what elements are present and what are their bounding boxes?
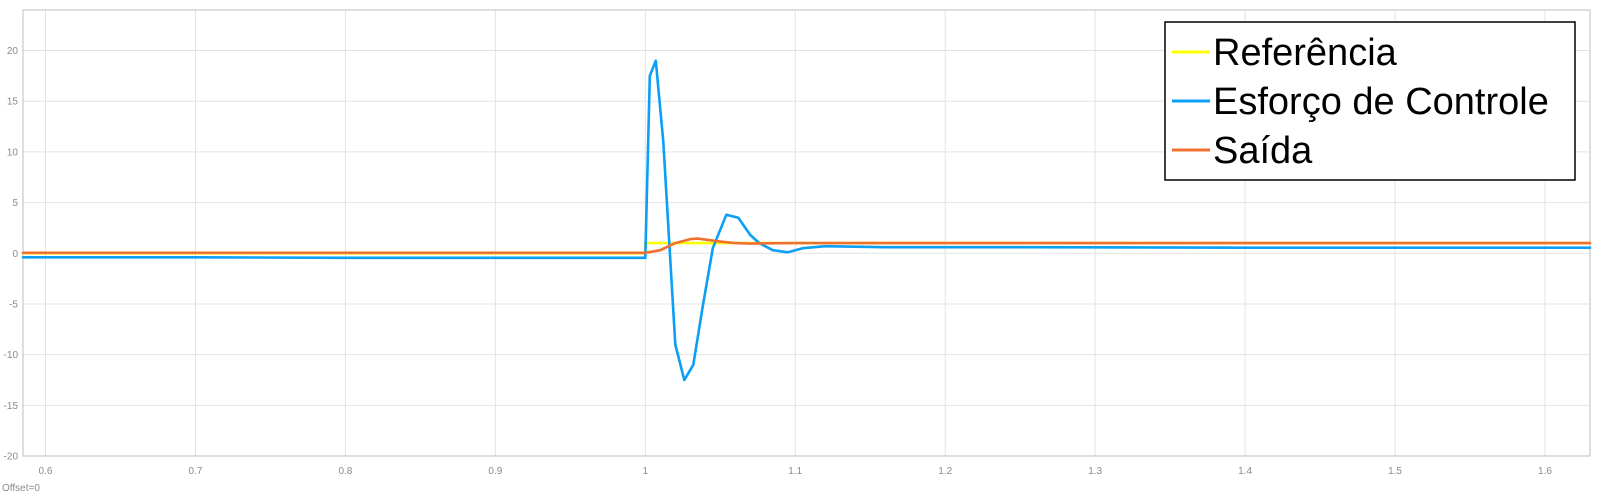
y-tick-label: 10 [7,147,19,158]
y-tick-label: -20 [4,452,19,463]
x-tick-label: 1.1 [788,466,802,477]
series-line-saida [21,237,1592,255]
series-line-esforco-de-controle [21,59,1592,382]
x-tick-label: 1 [643,466,649,477]
x-tick-label: 1.2 [938,466,952,477]
x-tick-label: 1.3 [1088,466,1102,477]
x-tick-label: 0.6 [39,466,53,477]
x-tick-label: 0.8 [338,466,352,477]
legend: Referência Esforço de Controle Saída [1164,21,1576,181]
x-tick-label: 1.4 [1238,466,1252,477]
y-tick-label: -5 [9,299,18,310]
y-tick-label: 5 [12,198,18,209]
y-tick-label: 20 [7,46,19,57]
offset-label: Offset=0 [2,483,40,494]
x-tick-label: 1.6 [1538,466,1552,477]
y-tick-label: 0 [12,249,18,260]
y-tick-label: -10 [4,350,19,361]
x-tick-label: 0.7 [188,466,202,477]
y-tick-label: 15 [7,97,19,108]
plot-frame [22,9,1591,457]
y-tick-label: -15 [4,401,19,412]
x-tick-label: 0.9 [488,466,502,477]
x-tick-label: 1.5 [1388,466,1402,477]
legend-label-saida: Saída [1213,130,1313,172]
legend-box [1164,21,1576,181]
legend-label-esforco-de-controle: Esforço de Controle [1213,81,1549,123]
legend-label-referencia: Referência [1213,32,1398,74]
y-tick-labels: 20 15 10 5 0 -5 -10 -15 -20 [4,46,19,462]
x-tick-labels: 0.6 0.7 0.8 0.9 1 1.1 1.2 1.3 1.4 1.5 1.6 [39,466,1553,477]
legend-items: Referência Esforço de Controle Saída [1172,32,1549,172]
series-lines [21,59,1592,382]
